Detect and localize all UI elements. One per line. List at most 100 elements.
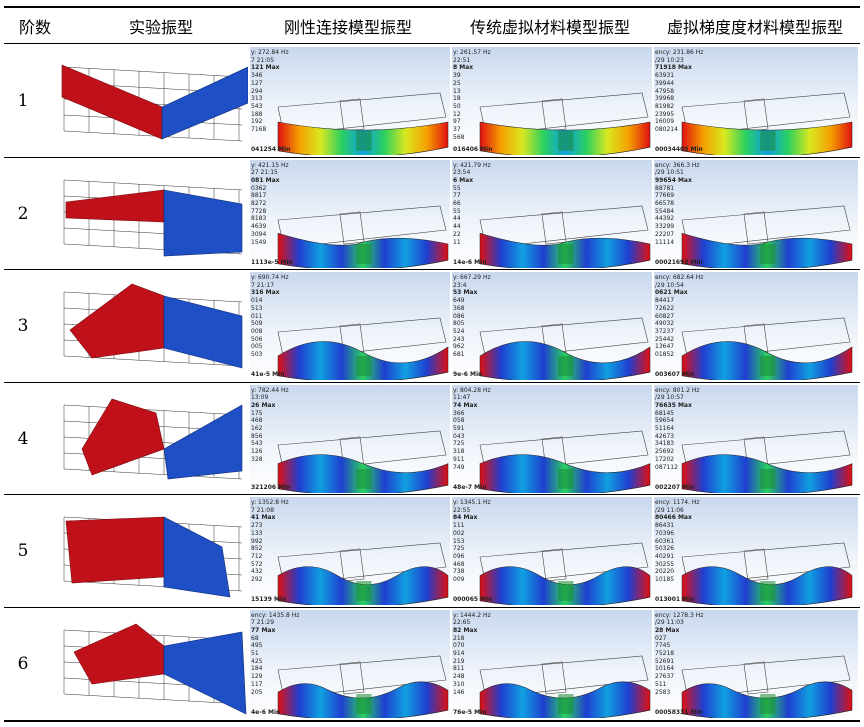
legend-tick: 27637 (655, 673, 675, 681)
header-gradient: 虚拟梯度度材料模型振型 (666, 18, 843, 37)
rigid-model-cell: ency: 1435.8 Hz 7 21:29 77 Max 68 495 51 425 18… (250, 609, 450, 718)
fe-mode-shape (277, 317, 449, 380)
header-experimental: 实验振型 (128, 18, 193, 37)
fe-mode-shape (479, 430, 651, 493)
legend-tick: 273 (251, 522, 263, 530)
row-order-2: 2 (17, 203, 29, 224)
time-label: /29 11:03 (655, 619, 684, 627)
legend-tick: 086 (453, 312, 465, 320)
legend-tick: 219 (453, 657, 465, 665)
frequency-label: y: 804.28 Hz (453, 386, 491, 394)
legend-tick: 23995 (655, 110, 675, 118)
experimental-mode-shape (63, 623, 247, 714)
top-rule (4, 6, 860, 8)
legend-tick: 153 (453, 537, 465, 545)
legend-tick: 911 (453, 455, 465, 463)
traditional-model-cell: y: 1345.1 Hz 22:55 84 Max 111 002 153 725 096 46… (452, 497, 652, 605)
frequency-label: y: 421.15 Hz (251, 161, 289, 169)
max-label: 84 Max (453, 514, 478, 522)
legend-tick: 126 (251, 448, 263, 456)
fe-legend: y: 261.57 Hz 22:51 8 Max 39 25 13 18 50 12 97 37 56… (453, 49, 492, 153)
legend-tick: 524 (453, 327, 465, 335)
fe-legend: y: 272.84 Hz 7 21:05 121 Max 346 127 294 313 54… (251, 49, 290, 153)
legend-tick: 20220 (655, 568, 675, 576)
fe-mode-shape (277, 92, 449, 155)
legend-tick: 01852 (655, 351, 675, 359)
frequency-label: y: 1345.1 Hz (453, 499, 491, 506)
row-order-6: 6 (17, 653, 29, 674)
legend-tick: 175 (251, 409, 263, 417)
legend-tick: 111 (453, 522, 465, 530)
experimental-mode-shape (63, 398, 243, 479)
legend-tick: 368 (453, 304, 465, 312)
max-label: 41 Max (251, 514, 276, 522)
joint-region (356, 356, 372, 376)
legend-tick: 77 (453, 192, 461, 200)
time-label: 22:51 (453, 56, 471, 64)
frequency-label: y: 1444.2 Hz (453, 611, 491, 619)
legend-tick: 681 (453, 351, 465, 359)
fe-legend: y: 1444.2 Hz 22:65 82 Max 218 070 914 219 811 24… (453, 611, 491, 716)
legend-tick: 39 (453, 72, 461, 80)
legend-tick: 495 (251, 642, 263, 650)
time-label: 13:09 (251, 394, 269, 402)
legend-tick: 513 (251, 304, 263, 312)
legend-tick: 22 (453, 230, 461, 238)
joint-region (356, 131, 372, 151)
legend-tick: 17202 (655, 455, 675, 463)
frequency-label: ency: 1174. Hz (655, 499, 700, 506)
legend-tick: 992 (251, 537, 263, 545)
legend-tick: 310 (453, 680, 465, 688)
legend-tick: 39944 (655, 79, 675, 87)
row-separator (4, 606, 860, 608)
legend-tick: 856 (251, 432, 263, 440)
legend-tick: 25692 (655, 448, 675, 456)
time-label: 7 21:08 (251, 506, 275, 514)
legend-tick: 543 (251, 440, 263, 448)
max-label: 53 Max (453, 289, 478, 297)
legend-tick: 18 (453, 95, 461, 103)
fe-legend: y: 1352.8 Hz 7 21:08 41 Max 273 133 992 852 712… (251, 499, 289, 603)
time-label: 11:47 (453, 394, 471, 402)
legend-tick: 058 (453, 417, 465, 425)
fe-mode-shape (681, 317, 853, 380)
min-label: 1113e-5 Min (251, 258, 293, 266)
fe-legend: ency: 231.86 Hz/29 10:23 71918 Max 63931 39… (655, 49, 703, 153)
header-order: 阶数 (18, 18, 51, 37)
traditional-model-cell: y: 1444.2 Hz 22:65 82 Max 218 070 914 219 811 24… (452, 609, 652, 718)
fe-legend: y: 804.28 Hz 11:47 74 Max 366 058 591 043 725 31… (453, 386, 491, 491)
fe-legend: y: 782.44 Hz 13:09 26 Max 175 468 162 856 543 12… (251, 387, 290, 491)
fe-mode-shape (681, 655, 853, 718)
legend-tick: 005 (251, 343, 263, 351)
legend-tick: 243 (453, 335, 465, 343)
legend-tick: 72622 (655, 304, 675, 312)
bottom-rule (4, 720, 860, 722)
legend-tick: 25442 (655, 335, 675, 343)
max-label: 74 Max (453, 401, 478, 409)
legend-tick: 852 (251, 545, 263, 553)
legend-tick: 218 (453, 634, 465, 642)
experimental-cell (52, 47, 248, 155)
legend-tick: 509 (251, 320, 263, 328)
max-label: 081 Max (251, 176, 280, 184)
header-rule (4, 43, 860, 44)
experimental-mode-shape (61, 64, 248, 142)
min-label: 00058331 Min (655, 708, 703, 716)
joint-region (558, 131, 574, 151)
legend-tick: 37 (453, 126, 461, 134)
header-rigid: 刚性连接模型振型 (283, 18, 412, 37)
legend-tick: 027 (655, 634, 667, 642)
legend-tick: 506 (251, 335, 263, 343)
legend-tick: 205 (251, 688, 263, 696)
row-order-4: 4 (17, 428, 29, 449)
legend-tick: 77669 (655, 192, 675, 200)
legend-tick: 014 (251, 297, 263, 305)
legend-tick: 50 (453, 102, 461, 110)
legend-tick: 712 (251, 552, 263, 560)
legend-tick: 55484 (655, 207, 675, 215)
max-label: 6 Max (453, 176, 474, 184)
legend-tick: 22207 (655, 230, 675, 238)
legend-tick: 725 (453, 545, 465, 553)
fe-legend: ency: 366.3 Hz/29 10:51 99654 Max 88781 776… (655, 162, 703, 266)
legend-tick: 1549 (251, 238, 267, 246)
